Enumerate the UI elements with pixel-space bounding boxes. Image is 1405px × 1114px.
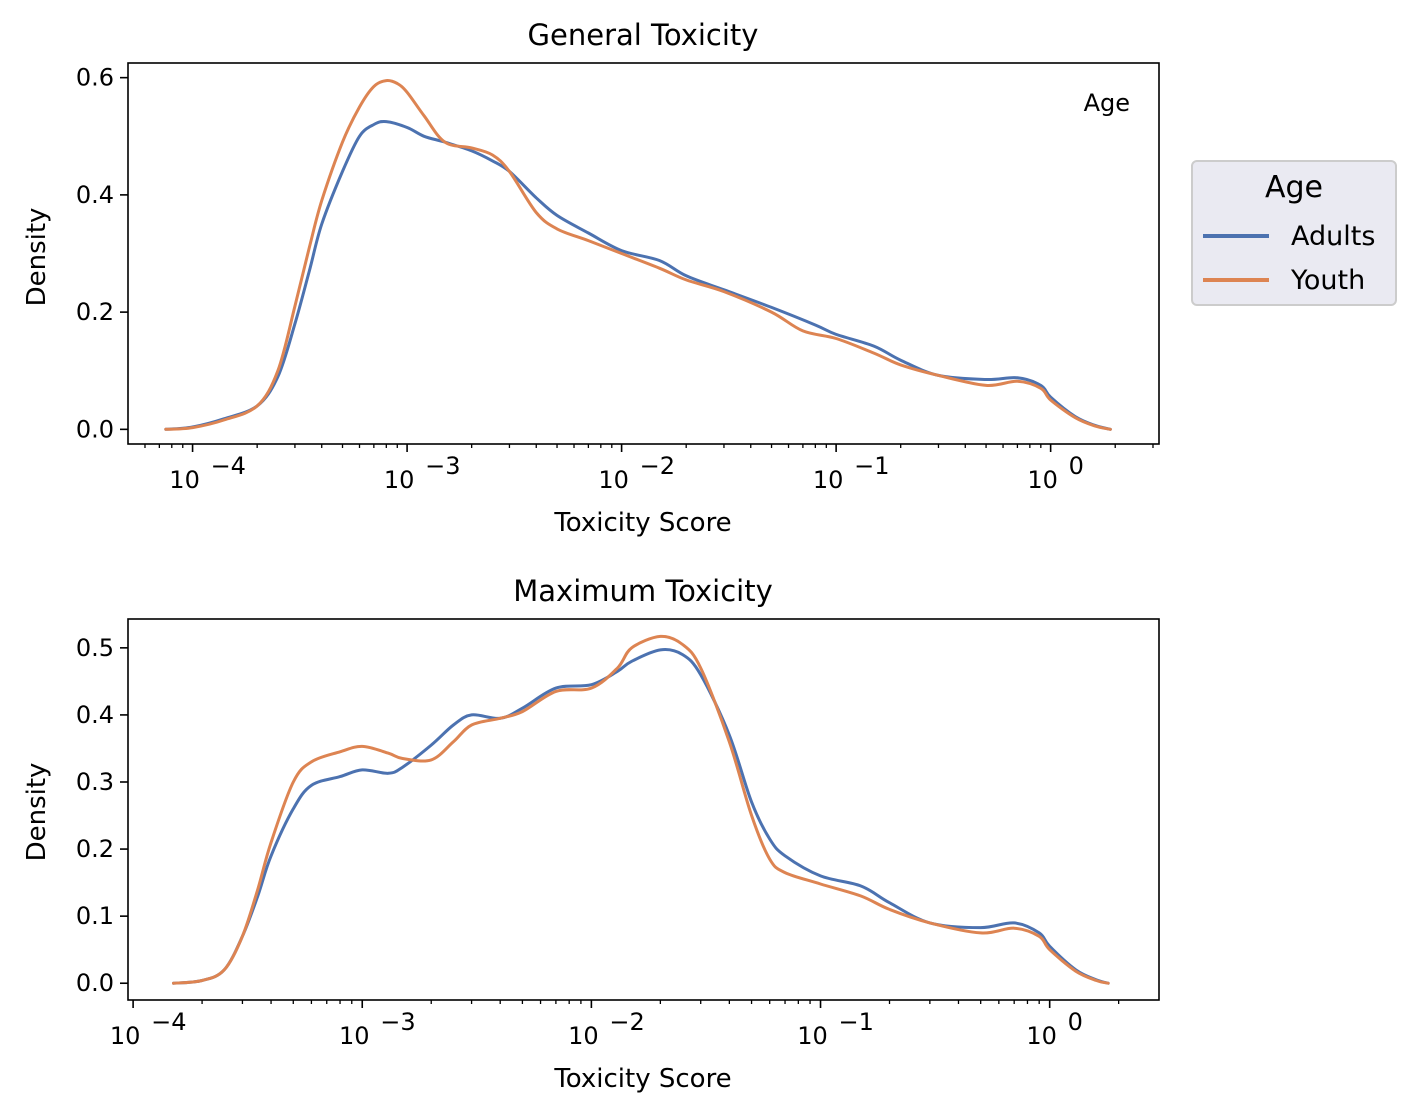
x-tick-label: 10	[1027, 466, 1058, 494]
y-tick-label: 0.5	[76, 634, 114, 662]
maximum-toxicity-xlabel: Toxicity Score	[553, 1064, 731, 1094]
maximum-toxicity-title: Maximum Toxicity	[513, 574, 773, 608]
y-tick-label: 0.6	[76, 64, 114, 92]
general-toxicity-xlabel: Toxicity Score	[553, 508, 731, 538]
general-toxicity-annotation: Age	[1084, 89, 1130, 117]
legend-label-adults: Adults	[1291, 220, 1376, 252]
maximum-toxicity-panel: Maximum Toxicity Toxicity Score Density …	[22, 574, 1160, 1094]
series-line-adults	[172, 648, 1110, 985]
legend-title: Age	[1264, 170, 1324, 205]
y-tick-label: 0.0	[76, 969, 114, 997]
x-tick-exponent: −4	[151, 1008, 186, 1036]
legend-item-youth: Youth	[1203, 262, 1365, 298]
x-tick-label: 10	[339, 1022, 370, 1050]
x-tick-label: 10	[813, 466, 844, 494]
x-tick-label: 10	[169, 466, 200, 494]
x-tick-exponent: −3	[425, 452, 460, 480]
x-tick-label: 10	[384, 466, 415, 494]
legend-label-youth: Youth	[1291, 264, 1366, 296]
maximum-toxicity-ylabel: Density	[22, 763, 52, 862]
y-tick-label: 0.2	[76, 835, 114, 863]
plot-frame	[127, 62, 1160, 445]
y-tick-label: 0.1	[76, 902, 114, 930]
x-tick-exponent: −1	[854, 452, 889, 480]
series-line-youth	[164, 79, 1112, 431]
general-toxicity-ylabel: Density	[22, 208, 52, 307]
x-tick-exponent: 0	[1068, 1008, 1083, 1036]
legend-item-adults: Adults	[1203, 218, 1375, 254]
legend: Age Adults Youth	[1191, 160, 1397, 306]
plot-frame	[127, 618, 1160, 1001]
legend-swatch-adults	[1203, 234, 1269, 238]
x-tick-exponent: −3	[380, 1008, 415, 1036]
y-tick-label: 0.0	[76, 415, 114, 443]
x-tick-exponent: −4	[211, 452, 246, 480]
x-tick-exponent: 0	[1069, 452, 1084, 480]
y-tick-label: 0.4	[76, 701, 114, 729]
x-tick-exponent: −2	[609, 1008, 644, 1036]
x-tick-label: 10	[568, 1022, 599, 1050]
general-toxicity-panel: General Toxicity Toxicity Score Density …	[22, 18, 1160, 538]
series-line-adults	[164, 119, 1112, 431]
y-tick-label: 0.4	[76, 181, 114, 209]
general-toxicity-title: General Toxicity	[528, 18, 759, 52]
x-tick-label: 10	[598, 466, 629, 494]
legend-swatch-youth	[1203, 278, 1269, 282]
series-line-youth	[172, 634, 1110, 985]
x-tick-exponent: −2	[640, 452, 675, 480]
x-tick-label: 10	[1026, 1022, 1057, 1050]
x-tick-label: 10	[110, 1022, 141, 1050]
y-tick-label: 0.3	[76, 768, 114, 796]
x-tick-exponent: −1	[839, 1008, 874, 1036]
x-tick-label: 10	[797, 1022, 828, 1050]
y-tick-label: 0.2	[76, 298, 114, 326]
